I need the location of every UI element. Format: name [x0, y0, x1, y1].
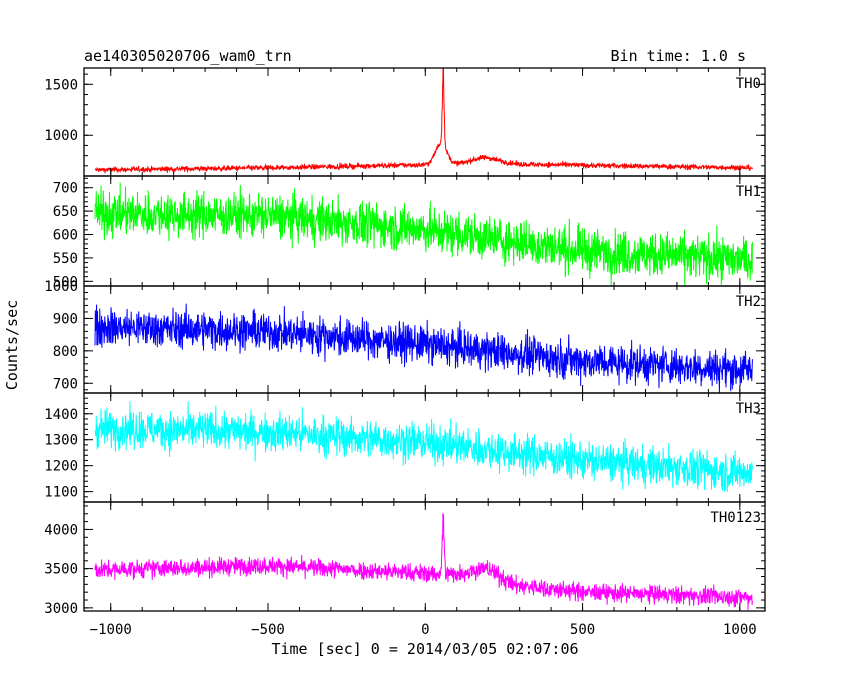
panel-name-label: TH2 — [736, 294, 761, 310]
y-tick-label: 900 — [53, 311, 78, 327]
y-tick-label: 550 — [53, 251, 78, 267]
x-tick-label: 1000 — [723, 622, 757, 638]
y-tick-label: 1400 — [44, 407, 78, 423]
chart-title: ae140305020706_wam0_trn — [84, 47, 292, 65]
y-tick-label: 700 — [53, 181, 78, 197]
panel-name-label: TH3 — [736, 401, 761, 417]
panel-th3: 1100 1200 1300 1400 TH3 — [44, 392, 766, 503]
panel-th2: 700 800 900 1000 TH2 — [44, 279, 766, 394]
y-tick-label: 1300 — [44, 433, 78, 449]
y-axis-label: Counts/sec — [3, 300, 21, 390]
panel-name-label: TH0123 — [710, 510, 761, 526]
series-line-th0123 — [94, 513, 753, 610]
y-tick-label: 1000 — [44, 279, 78, 295]
panel-th0123: 3000 3500 4000 TH0123 — [44, 501, 766, 617]
x-tick-label: −1000 — [90, 622, 132, 638]
y-tick-label: 1100 — [44, 485, 78, 501]
x-tick-label: 0 — [421, 622, 429, 638]
series-line-th1 — [94, 182, 753, 286]
y-tick-label: 3000 — [44, 601, 78, 617]
bin-time-label: Bin time: 1.0 s — [611, 47, 746, 65]
panel-name-label: TH1 — [736, 184, 761, 200]
y-tick-label: 3500 — [44, 562, 78, 578]
panels-group: 1000 1500 TH0 500 550 600 650 700 TH1 700 800 900 10… — [44, 67, 766, 617]
y-tick-label: 4000 — [44, 522, 78, 538]
y-tick-label: 800 — [53, 344, 78, 360]
x-tick-label: −500 — [251, 622, 285, 638]
x-tick-labels: −1000 −500 0 500 1000 — [90, 622, 757, 638]
y-tick-label: 700 — [53, 376, 78, 392]
series-line-th3 — [94, 401, 753, 492]
x-tick-label: 500 — [570, 622, 595, 638]
panel-th0: 1000 1500 TH0 — [44, 67, 766, 177]
y-tick-label: 1000 — [44, 128, 78, 144]
x-axis-label: Time [sec] 0 = 2014/03/05 02:07:06 — [271, 640, 578, 658]
series-line-th2 — [94, 303, 753, 393]
y-tick-label: 500 — [53, 274, 78, 290]
panel-frame — [83, 67, 766, 177]
panel-th1: 500 550 600 650 700 TH1 — [53, 175, 766, 290]
panel-name-label: TH0 — [736, 76, 761, 92]
panel-frame — [83, 501, 766, 612]
series-line-th0 — [94, 68, 753, 174]
y-tick-label: 1500 — [44, 77, 78, 93]
y-tick-label: 650 — [53, 204, 78, 220]
y-tick-label: 600 — [53, 228, 78, 244]
y-tick-label: 1200 — [44, 459, 78, 475]
